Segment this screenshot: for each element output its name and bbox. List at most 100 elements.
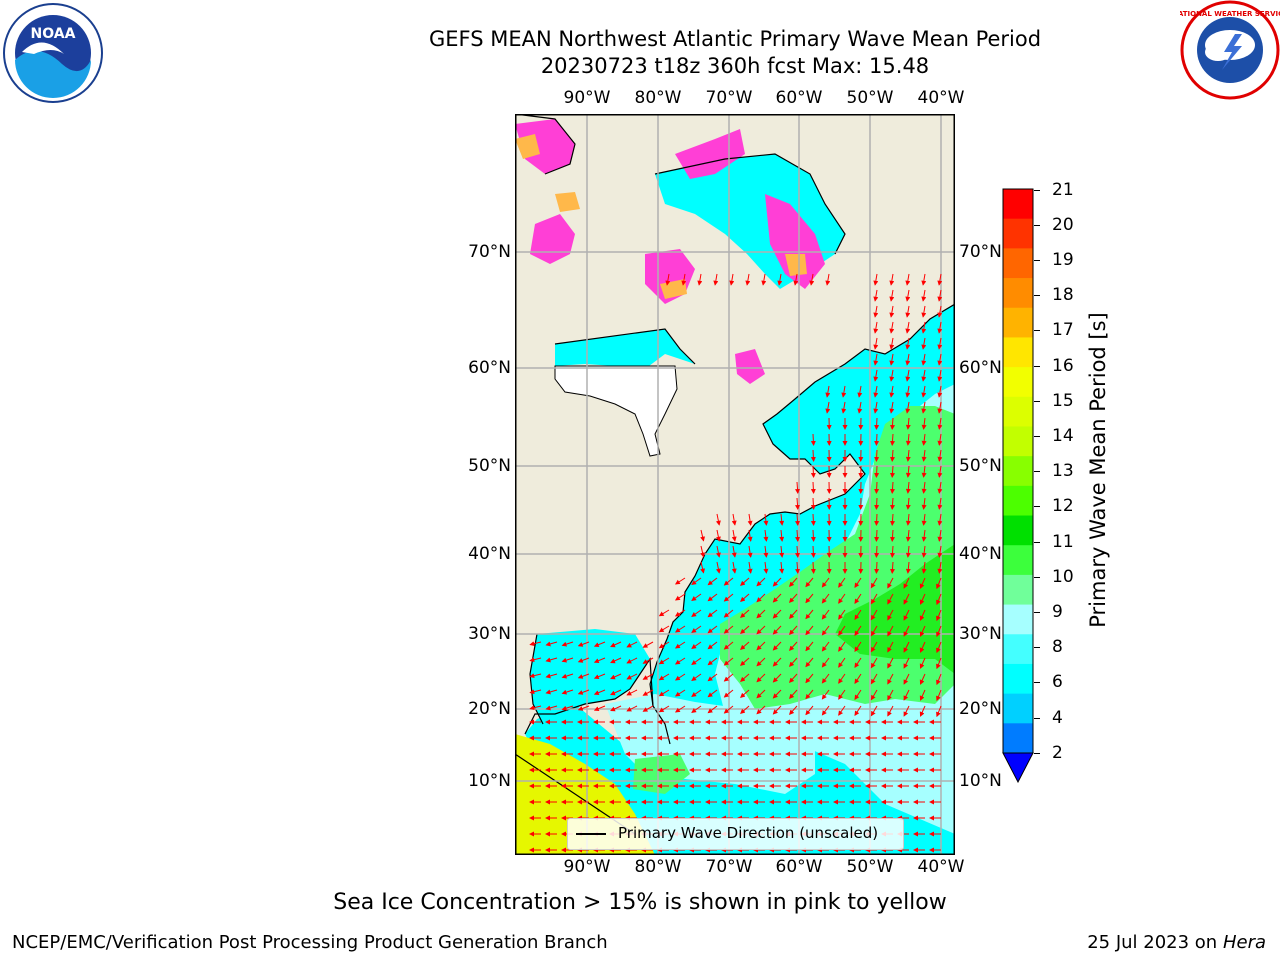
wave-arrow — [674, 625, 686, 633]
chart-subtitle: 20230723 t18z 360h fcst Max: 15.48 — [540, 54, 930, 78]
colorbar-tick-mark — [1034, 366, 1040, 367]
wave-arrow — [937, 449, 943, 462]
lat-tick-right: 10°N — [959, 771, 1002, 791]
wave-arrow — [740, 641, 750, 650]
wave-arrow — [723, 705, 734, 714]
wave-arrow — [937, 321, 943, 334]
wave-arrow — [707, 657, 718, 666]
colorbar-tick-mark — [1034, 225, 1040, 226]
wave-arrow — [658, 641, 670, 649]
wave-arrow — [873, 353, 879, 366]
wave-arrow — [691, 577, 702, 585]
wave-arrow — [903, 705, 910, 717]
wave-arrow — [937, 497, 943, 510]
lat-tick-left: 10°N — [468, 771, 511, 791]
colorbar-tick-mark — [1034, 542, 1040, 543]
colorbar-tick-mark — [1034, 471, 1040, 472]
wave-arrow — [870, 609, 878, 621]
wave-arrow — [889, 273, 895, 286]
wave-arrow — [821, 657, 830, 668]
wave-arrow — [674, 673, 686, 681]
wave-arrow — [889, 561, 895, 574]
colorbar-segment — [1003, 723, 1033, 754]
ocean-green-deep — [835, 544, 955, 674]
wave-arrow — [674, 705, 686, 713]
wave-arrow — [919, 641, 926, 653]
wave-arrow — [873, 305, 879, 318]
wave-arrow — [921, 385, 927, 398]
wave-arrow — [713, 273, 719, 286]
wave-arrow — [889, 305, 895, 318]
wave-arrow — [691, 673, 702, 681]
footer-date: 25 Jul 2023 on — [1087, 932, 1223, 953]
wave-arrow — [921, 401, 927, 414]
wave-arrow — [825, 385, 831, 398]
wave-arrow — [874, 561, 880, 574]
wave-arrow — [889, 401, 895, 414]
wave-arrow — [731, 561, 737, 574]
colorbar-tick-mark — [1034, 718, 1040, 719]
wave-arrow — [905, 273, 911, 286]
colorbar-tick-mark — [1034, 647, 1040, 648]
wave-arrow — [854, 673, 862, 685]
wave-arrow — [903, 641, 910, 653]
wave-arrow — [921, 417, 927, 430]
wave-arrow — [772, 689, 782, 699]
wave-arrow — [873, 337, 879, 350]
wave-arrow — [674, 689, 686, 697]
wave-arrow — [936, 641, 942, 654]
wave-arrow — [905, 497, 911, 510]
wave-arrow — [795, 513, 801, 526]
wave-arrow — [626, 641, 638, 648]
lon-tick-top: 60°W — [775, 88, 823, 108]
colorbar-tick-label: 19 — [1052, 250, 1074, 270]
colorbar-tick-label: 13 — [1052, 461, 1074, 481]
colorbar-segment — [1003, 545, 1033, 576]
wave-arrow — [889, 545, 895, 558]
wave-arrow — [793, 273, 799, 286]
wave-arrow — [887, 625, 894, 637]
wave-arrow — [561, 657, 574, 663]
wave-arrow — [707, 593, 718, 602]
wave-arrow — [838, 577, 846, 588]
wave-arrow — [889, 433, 895, 446]
wave-arrow — [887, 705, 894, 717]
lat-tick-left: 70°N — [468, 242, 511, 262]
wave-arrow — [561, 641, 574, 647]
wave-arrow — [795, 545, 801, 558]
wave-arrow — [740, 593, 750, 602]
wave-arrow — [921, 337, 927, 350]
map-panel: Primary Wave Direction (unscaled) — [515, 114, 955, 855]
wave-arrow — [921, 289, 927, 302]
wave-arrow — [805, 705, 814, 716]
wave-arrow — [610, 673, 622, 680]
wave-arrow — [903, 577, 910, 589]
colorbar-tick-mark — [1034, 260, 1040, 261]
wave-arrow — [889, 385, 895, 398]
wave-arrow — [887, 641, 894, 653]
wave-arrow — [873, 289, 879, 302]
wave-arrow — [707, 705, 718, 714]
footer-left: NCEP/EMC/Verification Post Processing Pr… — [12, 932, 608, 953]
colorbar-tick-mark — [1034, 401, 1040, 402]
wave-arrow — [889, 417, 895, 430]
wave-arrow — [921, 321, 927, 334]
wave-arrow — [905, 545, 911, 558]
wave-arrow — [577, 657, 590, 663]
lat-tick-right: 70°N — [959, 242, 1002, 262]
wave-arrow — [936, 705, 942, 718]
wave-arrow — [921, 545, 927, 558]
wave-arrow — [919, 593, 926, 605]
lat-tick-left: 60°N — [468, 358, 511, 378]
wave-arrow — [821, 641, 830, 652]
colorbar-tick-label: 2 — [1052, 743, 1063, 763]
wave-arrow — [821, 689, 830, 700]
colorbar-tick-mark — [1034, 436, 1040, 437]
wave-arrow — [903, 593, 910, 605]
wave-arrow — [937, 465, 943, 478]
wave-arrow — [870, 577, 878, 589]
wave-arrow — [937, 273, 943, 286]
colorbar-segment — [1003, 337, 1033, 368]
wave-arrow — [937, 369, 943, 382]
wave-arrow — [789, 593, 798, 603]
